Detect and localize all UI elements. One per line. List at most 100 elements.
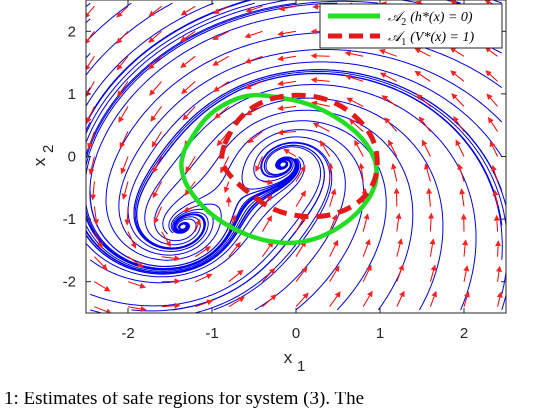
vector-field-arrow bbox=[212, 55, 230, 66]
vector-field-arrow bbox=[245, 105, 263, 116]
vector-field-arrow bbox=[312, 122, 330, 132]
vector-field-arrow bbox=[450, 70, 465, 82]
y-tick-label: 0 bbox=[68, 149, 76, 166]
vector-field-arrow bbox=[362, 238, 371, 257]
x-axis-label-subscript: 1 bbox=[297, 358, 305, 375]
vector-field-arrow bbox=[247, 131, 263, 144]
vector-field-arrow bbox=[329, 188, 337, 207]
vector-field-arrow bbox=[416, 93, 431, 107]
vector-field-arrow bbox=[228, 269, 244, 283]
vector-field-arrow bbox=[152, 156, 163, 174]
legend-label-a1-sub: 1 bbox=[401, 37, 406, 48]
vector-field-arrow bbox=[329, 291, 341, 307]
vector-field-arrow bbox=[148, 30, 162, 43]
vector-field-arrow bbox=[117, 81, 129, 97]
vector-field-arrow bbox=[212, 30, 230, 40]
legend-label-a2-main: 𝒜 bbox=[388, 10, 405, 25]
y-axis-label: x 2 bbox=[30, 145, 57, 167]
vector-field-arrow bbox=[496, 291, 503, 307]
vector-field-arrow bbox=[180, 5, 196, 16]
figure-caption: 1: Estimates of safe regions for system … bbox=[0, 392, 536, 408]
vector-field-arrow bbox=[118, 106, 129, 123]
vector-field-arrow bbox=[86, 56, 95, 71]
streamline bbox=[86, 2, 301, 278]
vector-field-arrow bbox=[381, 95, 398, 107]
vector-field-arrow bbox=[362, 290, 373, 307]
vector-field-arrow bbox=[277, 105, 297, 112]
legend: 𝒜2 (h*(x) = 0) 𝒜1 (V*(x) = 1) bbox=[319, 3, 503, 49]
vector-field-arrow bbox=[116, 5, 129, 18]
legend-label-a2-sub: 2 bbox=[401, 17, 406, 28]
legend-box bbox=[319, 3, 503, 49]
vector-field-arrow bbox=[127, 281, 147, 289]
y-tick-label: 2 bbox=[68, 23, 76, 40]
streamline bbox=[86, 0, 502, 275]
vector-field-arrow bbox=[127, 256, 144, 268]
vector-field-arrow bbox=[495, 240, 502, 257]
vector-field-arrow bbox=[418, 116, 431, 132]
vector-field-arrow bbox=[310, 52, 330, 59]
vector-field-arrow bbox=[86, 106, 95, 124]
series-a1-curve bbox=[219, 92, 380, 220]
vector-field-arrow bbox=[161, 278, 181, 285]
vector-field-arrow bbox=[428, 212, 435, 232]
vector-field-arrow bbox=[329, 214, 338, 232]
y-axis-label-main: x bbox=[30, 157, 49, 166]
vector-field-arrow bbox=[228, 296, 245, 308]
vector-field-arrow bbox=[329, 265, 340, 282]
vector-field-arrow bbox=[94, 281, 111, 292]
streamline bbox=[86, 2, 173, 76]
vector-field-arrow bbox=[283, 148, 297, 157]
vector-field-arrow bbox=[329, 239, 339, 257]
vector-field-arrow bbox=[261, 241, 274, 257]
vector-field-arrow bbox=[310, 77, 330, 84]
streamline bbox=[86, 2, 299, 274]
vector-field-arrow bbox=[463, 291, 470, 307]
streamline bbox=[86, 121, 299, 274]
vector-field-arrow bbox=[127, 305, 147, 312]
vector-field-arrow bbox=[255, 156, 263, 173]
streamline bbox=[89, 11, 503, 267]
vector-field-arrow bbox=[424, 163, 431, 182]
vector-field-arrow bbox=[278, 5, 297, 12]
vector-field-arrow bbox=[94, 256, 108, 271]
vector-field-arrow bbox=[378, 49, 397, 57]
vector-field-arrow bbox=[277, 30, 297, 37]
vector-field-arrow bbox=[496, 265, 502, 282]
y-axis-label-subscript: 2 bbox=[40, 145, 57, 153]
vector-field-arrow bbox=[484, 46, 498, 57]
vector-field-arrow bbox=[116, 55, 129, 71]
streamline bbox=[86, 2, 338, 270]
vector-field-arrow bbox=[486, 93, 498, 107]
vector-field-arrow bbox=[214, 106, 230, 119]
vector-field-arrow bbox=[396, 290, 405, 307]
vector-field-arrow bbox=[327, 162, 334, 182]
vector-field-arrow bbox=[396, 264, 404, 282]
x-tick-label: 0 bbox=[292, 325, 300, 342]
vector-field-arrow bbox=[485, 70, 498, 82]
vector-field-arrow bbox=[349, 118, 364, 132]
x-tick-label: -1 bbox=[205, 325, 218, 342]
vector-field-arrow bbox=[180, 30, 196, 42]
vector-field-arrow bbox=[462, 239, 469, 257]
x-axis-label-main: x bbox=[284, 348, 293, 367]
vector-field-arrow bbox=[127, 231, 137, 249]
vector-field-arrow bbox=[244, 80, 263, 90]
legend-label-a2: 𝒜2 (h*(x) = 0) bbox=[388, 10, 473, 28]
vector-field-arrow bbox=[262, 179, 274, 186]
vector-field-arrow bbox=[295, 190, 306, 207]
vector-field-arrow bbox=[487, 116, 499, 132]
x-tick-label: 2 bbox=[460, 325, 468, 342]
vector-field-arrow bbox=[421, 139, 431, 157]
vector-field-arrow bbox=[414, 70, 431, 82]
vector-field-arrow bbox=[429, 264, 437, 282]
vector-field-arrow bbox=[362, 213, 370, 232]
vector-field-arrow bbox=[489, 140, 499, 157]
vector-field-arrow bbox=[429, 290, 438, 307]
vector-field-arrow bbox=[311, 100, 330, 107]
vector-field-arrow bbox=[384, 117, 398, 132]
vector-field-arrow bbox=[216, 131, 230, 147]
vector-field-arrow bbox=[262, 267, 276, 283]
vector-field-arrow bbox=[491, 164, 499, 182]
vector-field-arrow bbox=[277, 55, 297, 62]
